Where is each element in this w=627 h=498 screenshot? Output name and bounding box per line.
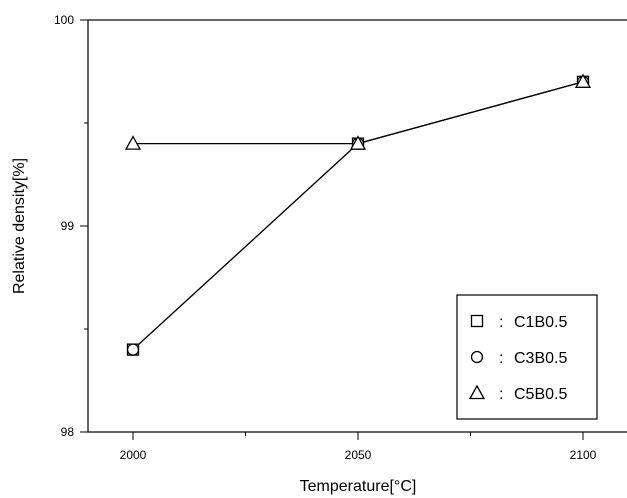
legend-label: C1B0.5: [514, 314, 567, 331]
legend-marker-triangle: [468, 384, 486, 400]
series-c5b0-5: [133, 81, 584, 145]
markers-c5b0-5: [124, 73, 592, 150]
legend-label: C3B0.5: [514, 350, 567, 367]
x-axis-ticks: 2000 2050 2100: [120, 432, 597, 462]
y-axis-label: Relative density[%]: [11, 158, 28, 294]
x-axis-label: Temperature[°C]: [300, 478, 417, 495]
data-point-triangle: [349, 135, 367, 150]
data-point-triangle: [124, 135, 142, 150]
data-point-triangle: [574, 73, 592, 88]
x-tick-label: 2000: [120, 448, 147, 462]
y-tick-label: 100: [54, 13, 74, 27]
legend-separator: :: [499, 386, 503, 403]
legend-marker-square: [470, 314, 484, 328]
data-point-circle: [126, 343, 140, 356]
legend-label: C5B0.5: [514, 386, 567, 403]
legend-separator: :: [499, 350, 503, 367]
y-axis-ticks: 98 99 100: [54, 13, 88, 439]
series-line: [133, 81, 584, 145]
x-tick-label: 2050: [345, 448, 372, 462]
series-layer: [124, 73, 592, 356]
legend: : C1B0.5: C3B0.5: C5B0.5: [456, 294, 598, 420]
legend-separator: :: [499, 314, 503, 331]
y-tick-label: 99: [61, 219, 75, 233]
y-tick-label: 98: [61, 425, 75, 439]
x-tick-label: 2100: [570, 448, 597, 462]
legend-items: : C1B0.5: C3B0.5: C5B0.5: [468, 314, 567, 403]
legend-marker-circle: [470, 350, 484, 364]
